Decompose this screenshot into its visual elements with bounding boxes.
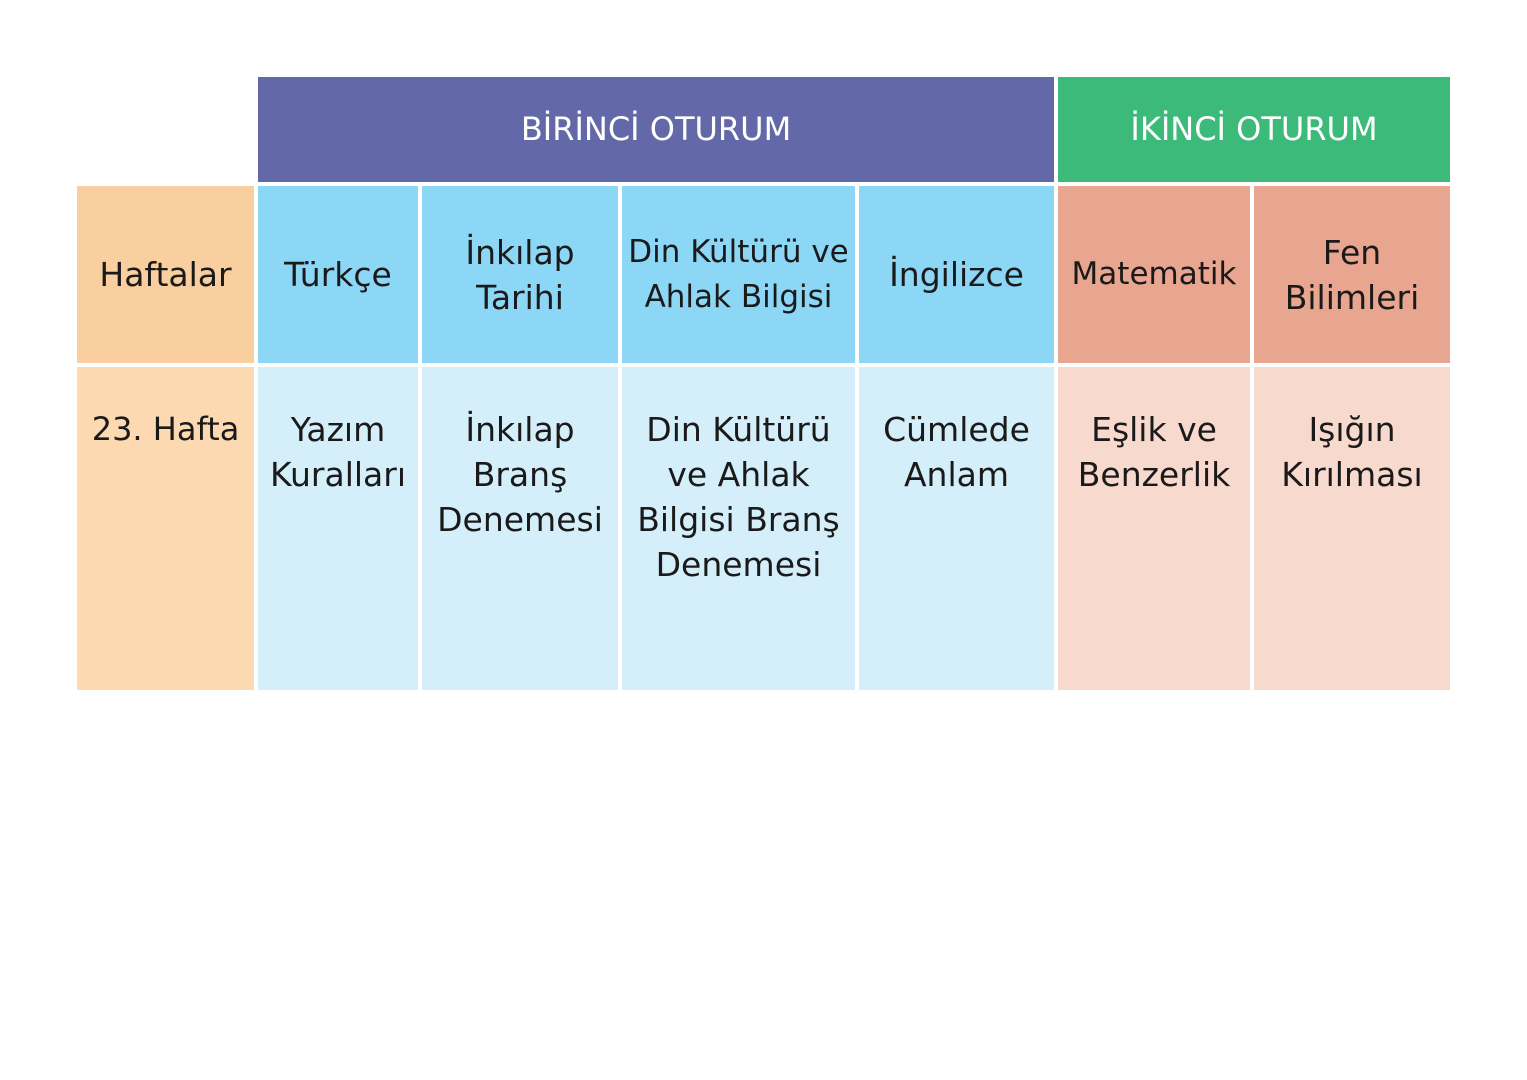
header-matematik: Matematik bbox=[1058, 186, 1250, 363]
matematik-topic: Eşlik ve Benzerlik bbox=[1058, 367, 1250, 690]
session-1-header: BİRİNCİ OTURUM bbox=[258, 77, 1054, 182]
din-topic: Din Kültürü ve Ahlak Bilgisi Branş Denem… bbox=[622, 367, 855, 690]
header-fen: Fen Bilimleri bbox=[1254, 186, 1450, 363]
turkce-topic: Yazım Kuralları bbox=[258, 367, 418, 690]
header-ingilizce: İngilizce bbox=[859, 186, 1054, 363]
header-inkilap: İnkılap Tarihi bbox=[422, 186, 618, 363]
ingilizce-topic: Cümlede Anlam bbox=[859, 367, 1054, 690]
header-din: Din Kültürü ve Ahlak Bilgisi bbox=[622, 186, 855, 363]
fen-topic: Işığın Kırılması bbox=[1254, 367, 1450, 690]
header-weeks: Haftalar bbox=[77, 186, 254, 363]
session-2-header: İKİNCİ OTURUM bbox=[1058, 77, 1450, 182]
week-cell: 23. Hafta bbox=[77, 367, 254, 690]
inkilap-topic: İnkılap Branş Denemesi bbox=[422, 367, 618, 690]
header-turkce: Türkçe bbox=[258, 186, 418, 363]
